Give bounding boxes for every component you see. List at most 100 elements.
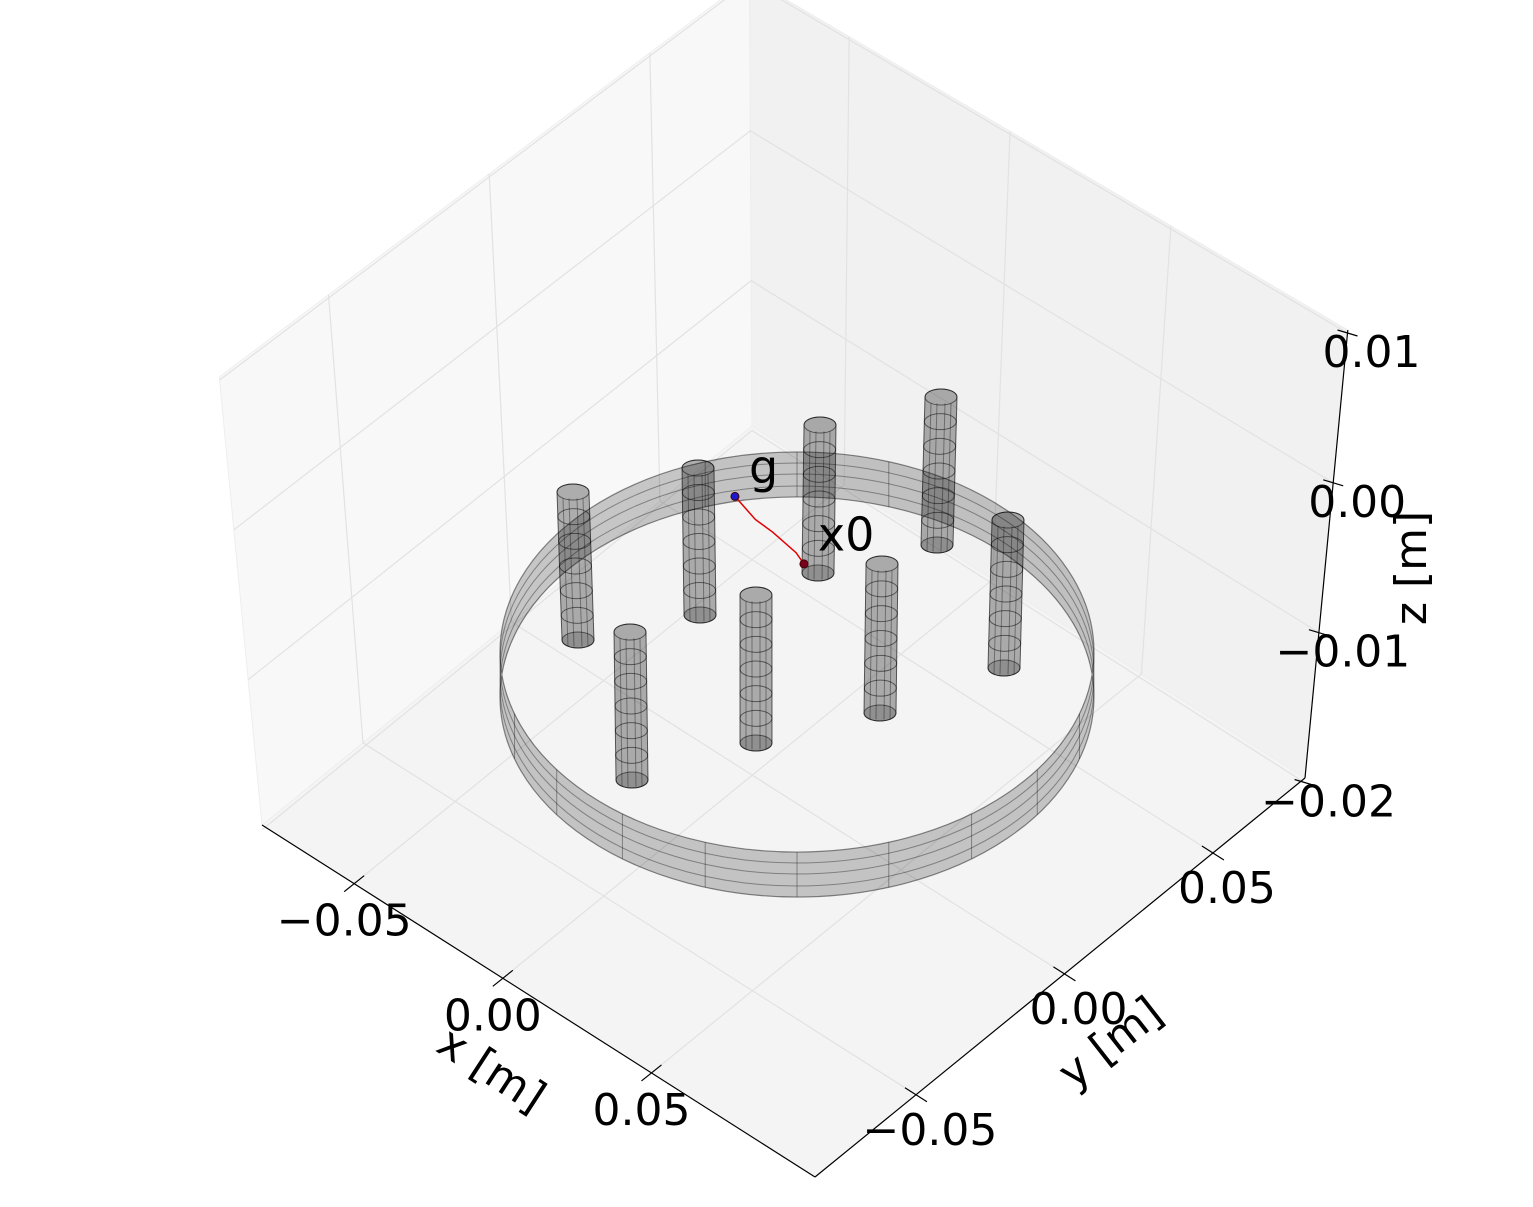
cylinder-ring [613,648,647,666]
cylinder-ring [739,635,773,653]
y-tick-label: −0.05 [863,1105,998,1156]
axes: −0.05 0.00 0.05 −0.05 0.00 0.05 −0.02 −0.01 0.00… [261,327,1421,1178]
y-axis-line [814,777,1306,1178]
cylinder-ring [864,630,898,647]
cylinder-ring [924,388,958,406]
grid-line [233,130,1334,531]
x-tick-label: 0.05 [592,1085,690,1136]
cylinder-ring [557,508,591,526]
z-tick-label: −0.01 [1275,627,1410,678]
cylinder-ring [561,631,595,649]
left-pane [218,0,753,826]
z-tick-label: 0.00 [1308,477,1406,528]
cylinder-ring [682,557,716,575]
cylinder-ring [614,722,648,740]
cylinder-ring [802,490,836,508]
annotation-point [799,559,809,569]
cylinder-ring [987,659,1021,677]
cylinder-seam [889,570,893,720]
grid-line [649,52,1214,854]
cylinder-ring [739,734,773,752]
cylinder-ring [560,606,594,624]
grid [219,0,1348,1096]
cylinder-ring [739,709,773,727]
cylinder-seam [993,526,999,675]
cylinder-seam [693,474,697,622]
grid-line [502,131,1011,979]
cylinder-ring [739,611,773,629]
cylinder-ring [863,704,897,722]
cylinder-ring [614,672,648,690]
cylinder-seam [576,498,583,647]
cylinder-ring [681,484,715,501]
cylinder-ring [801,564,835,582]
trajectory [734,495,805,565]
y-tick-label: 0.00 [1029,984,1127,1035]
cylinder-seam [582,498,589,647]
cylinder-ring [802,465,836,483]
cylinder-seam [940,403,946,552]
cylinder-seam [926,403,932,552]
y-tick-label: 0.05 [1178,863,1276,914]
cylinder-seam [639,638,643,787]
cylinder-ring [988,610,1022,628]
cylinder-seam [562,498,569,647]
cylinder-seam [869,570,873,720]
x-axis-line [261,824,816,1178]
cylinder-ring [921,511,955,529]
cylinder-seam [827,431,831,580]
cylinder-ring [739,586,773,604]
cylinder-seam [619,638,623,787]
cylinder-ring [613,623,647,641]
annotation-point [730,491,740,501]
cylinder-ring [559,557,592,575]
cylinder-ring [923,413,957,431]
cylinder-ring [801,539,835,557]
ring-line [499,473,1095,875]
cylinder-seam [999,526,1005,675]
cylinder-ring [802,515,836,533]
cylinder-seam [932,403,938,552]
cylinder-ring [683,606,717,624]
cylinder-ring [990,560,1024,578]
cylinder-ring [558,532,592,550]
cylinder-ring [559,582,593,600]
cylinder-ring [682,508,716,526]
cylinder-ring [614,697,648,715]
ring-line [499,485,1095,887]
cylinder-ring [864,654,898,672]
cylinder-ring [863,679,897,697]
cylinder-ring [922,462,956,480]
cylinder-seam [883,570,887,720]
scene-objects [499,388,1095,898]
cylinder-ring [803,441,837,459]
cylinder-ring [615,771,649,789]
z-tick-label: 0.01 [1323,327,1421,378]
panes [218,0,1349,1178]
grid-line [262,429,1305,830]
grid-line [247,279,1320,681]
cylinder-ring [864,605,898,623]
cylinder-ring [865,580,899,598]
cylinder-ring [920,536,954,554]
cylinder-seam [821,431,825,580]
cylinder-ring [739,685,773,703]
grid-line [327,294,917,1096]
cylinder-ring [681,459,715,477]
cylinder-seam [568,498,575,647]
z-tick [1294,778,1315,787]
grid-line [353,36,850,885]
cylinder-seam [875,570,879,720]
annotation-label: x0 [818,507,875,561]
grid-line [488,173,1065,975]
cylinder-seam [813,431,817,580]
z-axis-line [1304,329,1349,779]
ring-line [499,462,1095,864]
cylinder-seam [633,638,637,787]
cylinder-seam [1007,526,1013,675]
z-axis-label: z [m] [1386,511,1437,625]
x-tick-label: −0.05 [277,896,412,947]
ring-band [499,451,1095,898]
cylinder-seam [687,474,691,622]
